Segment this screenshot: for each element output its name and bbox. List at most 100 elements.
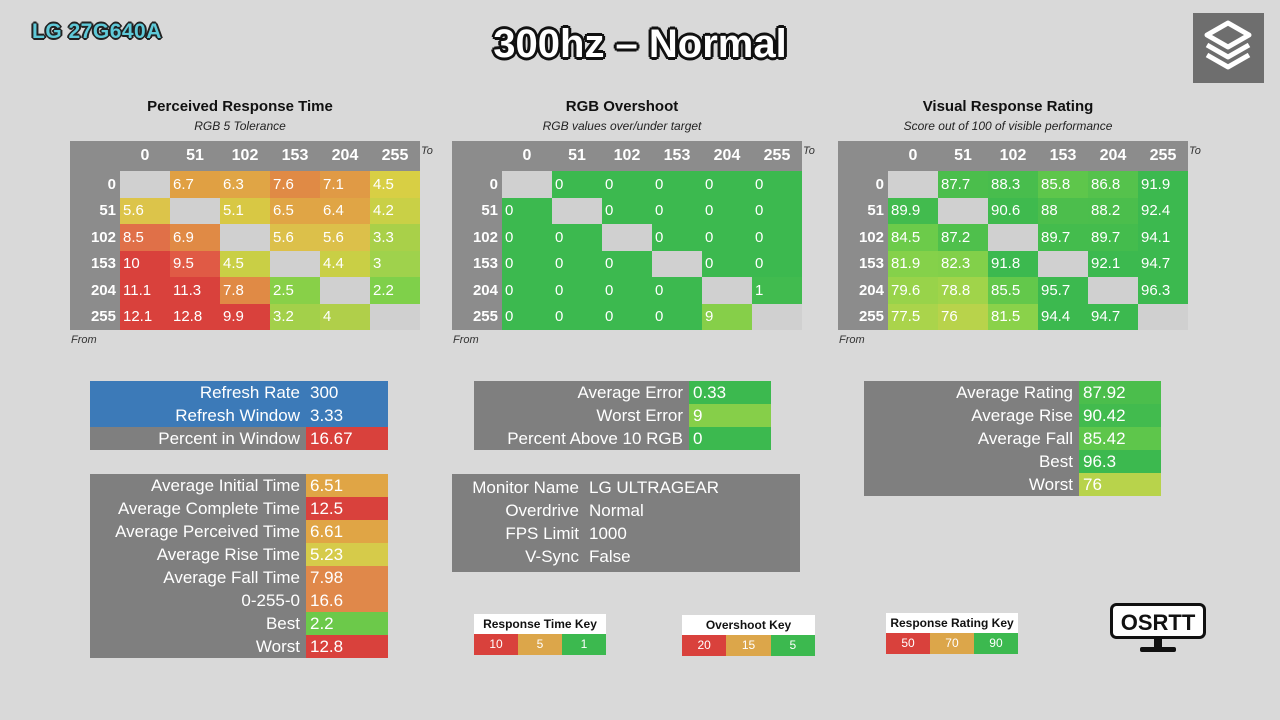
- heatmap-cell: 89.9: [888, 197, 938, 224]
- heatmap-cell: 88.3: [988, 171, 1038, 198]
- heatmap-cell: 85.5: [988, 277, 1038, 304]
- key-swatch-row: 20 15 5: [682, 635, 815, 656]
- heatmap-cell: 0: [752, 224, 802, 251]
- heatmap-cell: 8.5: [120, 224, 170, 251]
- stat-row: Average Perceived Time 6.61: [90, 520, 388, 543]
- diagonal-cell: [938, 197, 988, 224]
- heatmap-cell: 91.9: [1138, 171, 1188, 198]
- stat-label: Percent in Window: [90, 427, 306, 450]
- column-header: 204: [702, 141, 752, 171]
- stat-row: Average Initial Time 6.51: [90, 474, 388, 497]
- row-header: 102: [70, 224, 120, 251]
- key-swatch: 5: [517, 634, 562, 655]
- heatmap-cell: 92.4: [1138, 197, 1188, 224]
- heatmap-cell: 94.7: [1138, 250, 1188, 277]
- heatmap-cell: 77.5: [888, 303, 938, 330]
- diagonal-cell: [370, 303, 420, 330]
- key-swatch: 90: [973, 633, 1018, 654]
- stat-row: Average Rating 87.92: [864, 381, 1161, 404]
- stat-value: 16.67: [306, 427, 388, 450]
- stat-value: 90.42: [1079, 404, 1161, 427]
- column-header: 51: [938, 141, 988, 171]
- heatmap-cell: 0: [702, 250, 752, 277]
- column-header: 102: [988, 141, 1038, 171]
- stat-label: V-Sync: [452, 545, 585, 568]
- column-header: 0: [120, 141, 170, 171]
- page-title: 300hz – Normal: [493, 22, 787, 66]
- column-header: 51: [170, 141, 220, 171]
- heatmap-cell: 0: [502, 224, 552, 251]
- diagonal-cell: [502, 171, 552, 198]
- column-header: 102: [602, 141, 652, 171]
- overshoot-key: Overshoot Key 20 15 5: [682, 615, 815, 656]
- overshoot-subtitle: RGB values over/under target: [542, 119, 702, 133]
- diagonal-cell: [988, 224, 1038, 251]
- grid-corner: [70, 141, 120, 171]
- stat-value: 85.42: [1079, 427, 1161, 450]
- heatmap-cell: 0: [502, 250, 552, 277]
- heatmap-cell: 0: [602, 197, 652, 224]
- stat-value: Normal: [585, 499, 800, 522]
- heatmap-cell: 0: [752, 171, 802, 198]
- key-title: Overshoot Key: [705, 618, 792, 632]
- stat-row: Best 96.3: [864, 450, 1161, 473]
- stat-row: Best 2.2: [90, 612, 388, 635]
- stat-label: Worst: [90, 635, 306, 658]
- column-header: 255: [1138, 141, 1188, 171]
- stat-label: Average Complete Time: [90, 497, 306, 520]
- heatmap-cell: 0: [602, 277, 652, 304]
- column-header: 102: [220, 141, 270, 171]
- heatmap-cell: 81.5: [988, 303, 1038, 330]
- stat-value: 16.6: [306, 589, 388, 612]
- stat-label: Best: [90, 612, 306, 635]
- stat-row: Worst 76: [864, 473, 1161, 496]
- heatmap-cell: 6.5: [270, 197, 320, 224]
- heatmap-cell: 6.7: [170, 171, 220, 198]
- stat-value: 0: [689, 427, 771, 450]
- stat-value: LG ULTRAGEAR: [585, 476, 800, 499]
- heatmap-cell: 2.2: [370, 277, 420, 304]
- perceived-response-heatmap: 0 51 102 153 204 255 0 6.7 6.3 7.6 7.1 4.5 51 5.6 5.1 6…: [70, 141, 420, 330]
- stat-value: 7.98: [306, 566, 388, 589]
- stat-row: V-Sync False: [452, 545, 800, 568]
- heatmap-cell: 7.1: [320, 171, 370, 198]
- heatmap-cell: 92.1: [1088, 250, 1138, 277]
- stat-label: Best: [864, 450, 1079, 473]
- row-header: 51: [70, 197, 120, 224]
- heatmap-cell: 5.6: [120, 197, 170, 224]
- stat-value: 300: [306, 381, 388, 404]
- stat-label: 0-255-0: [90, 589, 306, 612]
- row-header: 51: [452, 197, 502, 224]
- stat-row: Overdrive Normal: [452, 499, 800, 522]
- stat-label: FPS Limit: [452, 522, 585, 545]
- overshoot-stats-table: Average Error 0.33 Worst Error 9 Percent Abo…: [474, 381, 771, 450]
- heatmap-cell: 5.1: [220, 197, 270, 224]
- stat-label: Overdrive: [452, 499, 585, 522]
- column-header: 0: [502, 141, 552, 171]
- diagonal-cell: [1038, 250, 1088, 277]
- heatmap-cell: 88: [1038, 197, 1088, 224]
- refresh-rate-table: Refresh Rate 300 Refresh Window 3.33 Percent…: [90, 381, 388, 450]
- heatmap-cell: 0: [702, 197, 752, 224]
- response-stats-table: Average Initial Time 6.51 Average Complete…: [90, 474, 388, 658]
- stat-value: 12.8: [306, 635, 388, 658]
- response-time-key: Response Time Key 10 5 1: [474, 614, 606, 655]
- row-header: 102: [452, 224, 502, 251]
- stat-value: 0.33: [689, 381, 771, 404]
- visual-subtitle: Score out of 100 of visible performance: [903, 119, 1113, 133]
- diagonal-cell: [752, 303, 802, 330]
- key-title: Response Time Key: [483, 617, 597, 631]
- key-swatch: 10: [474, 634, 518, 655]
- perceived-subtitle: RGB 5 Tolerance: [194, 119, 286, 133]
- diagonal-cell: [220, 224, 270, 251]
- heatmap-cell: 5.6: [270, 224, 320, 251]
- key-title: Response Rating Key: [890, 616, 1014, 630]
- stat-label: Refresh Window: [90, 404, 306, 427]
- column-header: 153: [270, 141, 320, 171]
- row-header: 255: [70, 303, 120, 330]
- response-rating-key: Response Rating Key 50 70 90: [886, 613, 1018, 654]
- diagonal-cell: [1138, 303, 1188, 330]
- heatmap-cell: 9.9: [220, 303, 270, 330]
- stat-value: 96.3: [1079, 450, 1161, 473]
- from-axis-label: From: [839, 334, 865, 346]
